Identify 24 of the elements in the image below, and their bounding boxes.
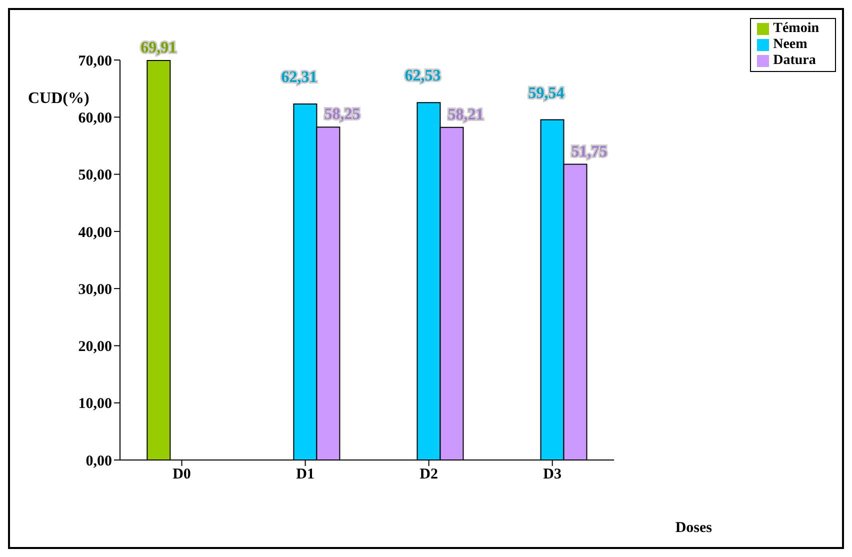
y-tick-label: 50,00 [78,168,112,184]
data-label: 51,75 [571,143,608,160]
data-label: 69,91 [140,40,177,57]
data-label: 62,53 [404,68,441,85]
y-tick-label: 60,00 [78,110,112,126]
x-tick-label: D3 [543,466,562,483]
y-tick-label: 30,00 [78,282,112,298]
y-tick-label: 10,00 [78,396,112,412]
legend-label: Témoin [773,21,819,36]
y-tick-label: 70,00 [78,53,112,70]
y-tick-label: 20,00 [78,339,112,356]
y-tick-label: 40,00 [78,224,112,241]
legend-label: Neem [773,37,808,52]
data-label: 58,25 [324,106,360,124]
x-tick-label: D2 [420,466,438,483]
y-axis-title: CUD(%) [28,90,90,108]
x-tick-label: D0 [172,466,191,483]
legend-label: Datura [773,53,816,68]
x-tick-label: D1 [296,466,314,483]
data-label: 59,54 [528,84,564,102]
data-label: 58,21 [448,106,484,124]
data-label: 62,31 [281,68,318,86]
x-axis-title: Doses [675,520,712,537]
y-tick-label: 0,00 [86,453,112,470]
